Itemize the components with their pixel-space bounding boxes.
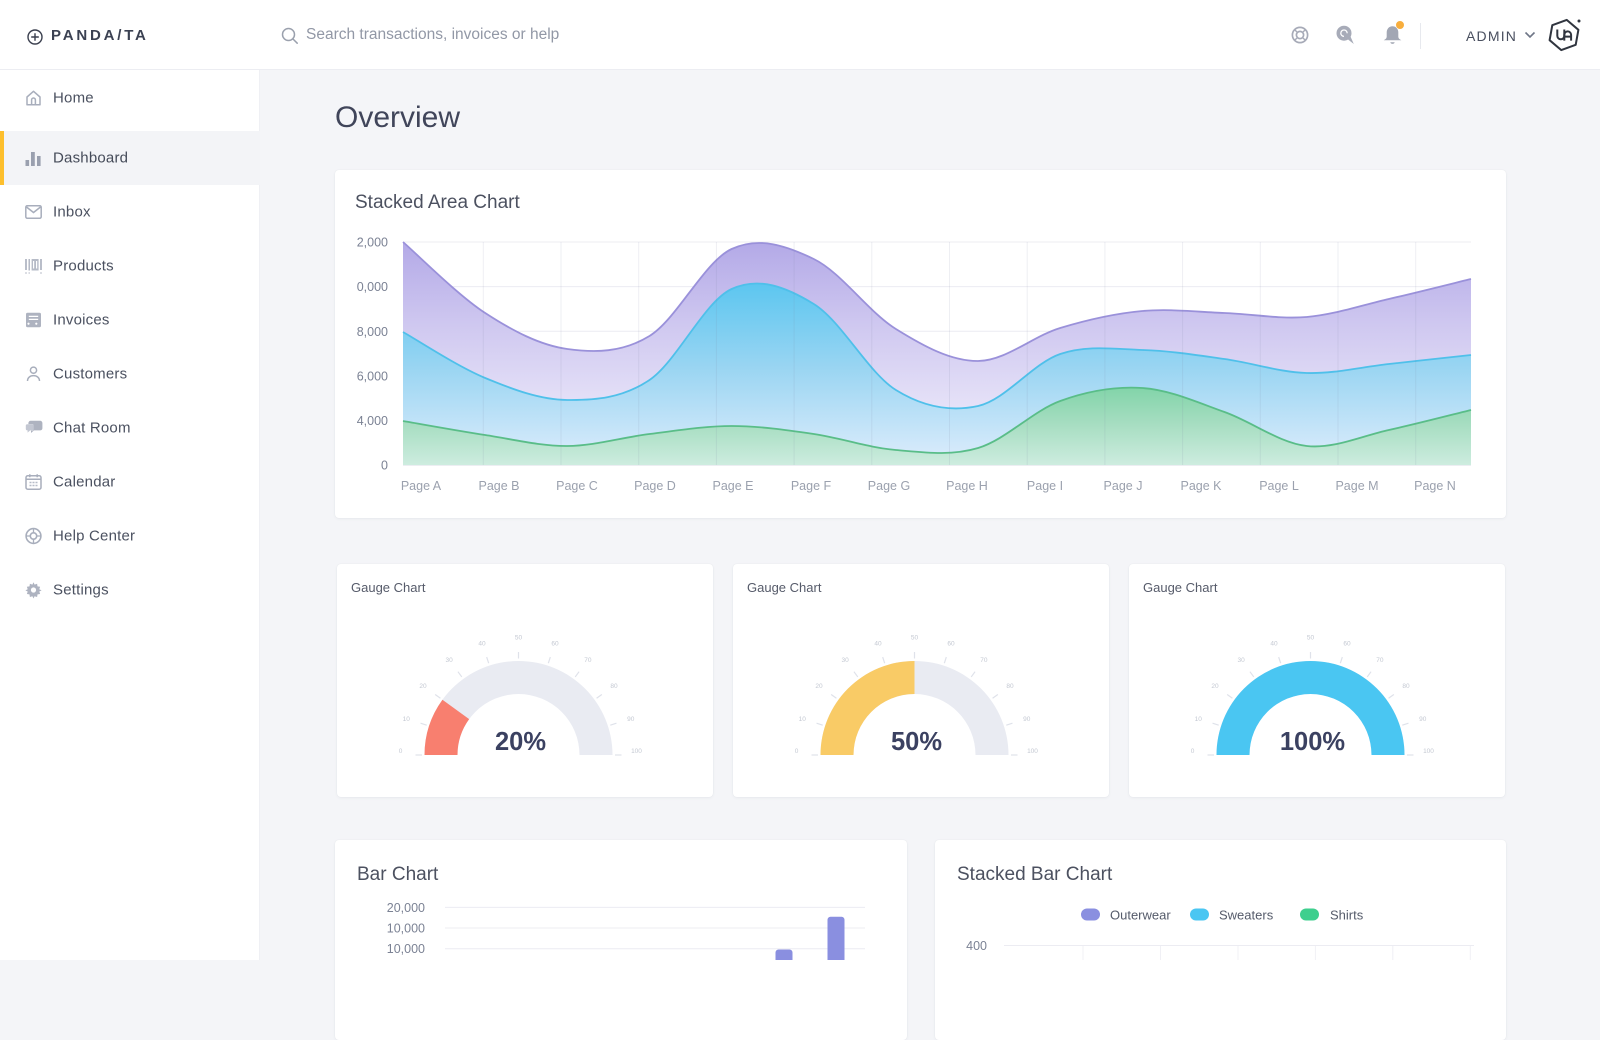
svg-text:0,000: 0,000 [357, 280, 388, 294]
svg-text:50: 50 [1307, 635, 1315, 642]
svg-text:60: 60 [947, 640, 955, 647]
svg-text:10: 10 [403, 716, 411, 723]
svg-text:10,000: 10,000 [387, 942, 425, 956]
svg-text:Page K: Page K [1180, 479, 1222, 493]
svg-text:50: 50 [515, 635, 523, 642]
svg-text:30: 30 [445, 657, 453, 664]
svg-text:Page F: Page F [791, 479, 832, 493]
svg-text:20%: 20% [495, 728, 546, 756]
svg-text:60: 60 [551, 640, 559, 647]
svg-text:6,000: 6,000 [357, 369, 388, 383]
svg-text:10,000: 10,000 [387, 922, 425, 936]
svg-text:80: 80 [1006, 683, 1014, 690]
svg-text:40: 40 [478, 640, 486, 647]
svg-text:100%: 100% [1280, 728, 1345, 756]
svg-text:70: 70 [1376, 657, 1384, 664]
svg-text:Page M: Page M [1335, 479, 1378, 493]
svg-text:50%: 50% [891, 728, 942, 756]
svg-text:8,000: 8,000 [357, 325, 388, 339]
svg-text:40: 40 [874, 640, 882, 647]
svg-text:100: 100 [1027, 748, 1038, 755]
svg-text:Page E: Page E [712, 479, 753, 493]
svg-text:30: 30 [841, 657, 849, 664]
svg-text:0: 0 [795, 748, 799, 755]
svg-text:20,000: 20,000 [387, 901, 425, 915]
svg-text:0: 0 [381, 459, 388, 473]
svg-text:20: 20 [419, 683, 427, 690]
svg-text:80: 80 [610, 683, 618, 690]
svg-text:90: 90 [627, 716, 635, 723]
svg-text:Page B: Page B [478, 479, 519, 493]
svg-text:Page A: Page A [401, 479, 442, 493]
svg-text:80: 80 [1402, 683, 1410, 690]
svg-text:0: 0 [1191, 748, 1195, 755]
svg-text:4,000: 4,000 [357, 414, 388, 428]
svg-text:70: 70 [980, 657, 988, 664]
svg-text:20: 20 [1211, 683, 1219, 690]
svg-text:40: 40 [1270, 640, 1278, 647]
svg-text:60: 60 [1343, 640, 1351, 647]
svg-text:Page D: Page D [634, 479, 676, 493]
svg-text:0: 0 [399, 748, 403, 755]
svg-text:100: 100 [631, 748, 642, 755]
svg-text:2,000: 2,000 [357, 236, 388, 250]
svg-text:Outerwear: Outerwear [1110, 907, 1171, 922]
svg-text:400: 400 [966, 939, 987, 953]
svg-text:Page J: Page J [1104, 479, 1143, 493]
svg-text:10: 10 [799, 716, 807, 723]
svg-text:50: 50 [911, 635, 919, 642]
svg-text:30: 30 [1237, 657, 1245, 664]
svg-text:Sweaters: Sweaters [1219, 907, 1274, 922]
svg-text:10: 10 [1195, 716, 1203, 723]
svg-text:100: 100 [1423, 748, 1434, 755]
svg-text:90: 90 [1023, 716, 1031, 723]
svg-text:Page L: Page L [1259, 479, 1299, 493]
svg-text:70: 70 [584, 657, 592, 664]
svg-text:Shirts: Shirts [1330, 907, 1364, 922]
svg-text:90: 90 [1419, 716, 1427, 723]
svg-text:Page N: Page N [1414, 479, 1456, 493]
svg-text:Page I: Page I [1027, 479, 1063, 493]
svg-text:Page G: Page G [868, 479, 910, 493]
svg-text:20: 20 [815, 683, 823, 690]
svg-text:Page H: Page H [946, 479, 988, 493]
svg-text:Page C: Page C [556, 479, 598, 493]
